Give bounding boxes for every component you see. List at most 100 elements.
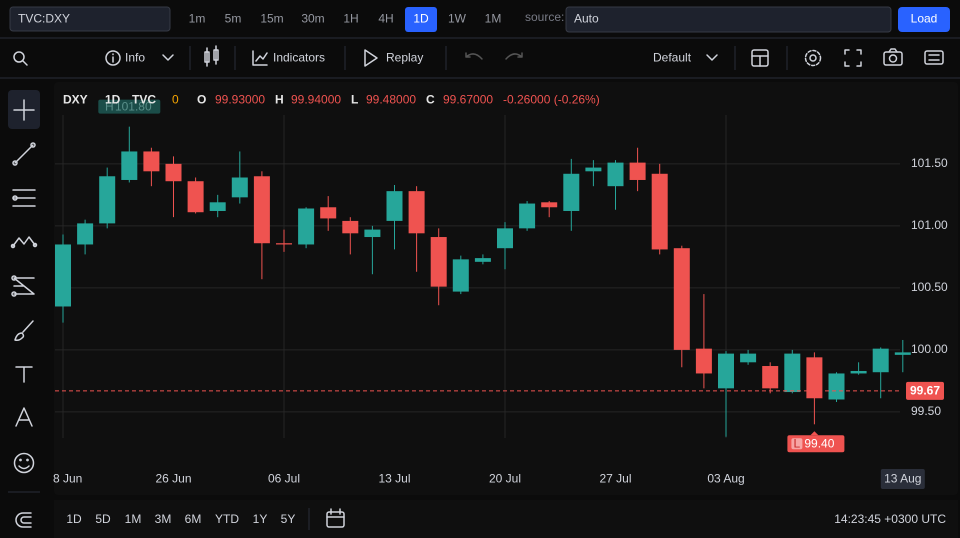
high-marker-label: 101.80 — [115, 99, 152, 113]
layout-text[interactable]: Default — [653, 51, 692, 65]
legend-o-label: O — [197, 93, 206, 107]
candle-body — [695, 348, 712, 374]
range-button[interactable]: 1D — [66, 512, 82, 526]
legend-exchange: TVC — [132, 93, 156, 107]
interval-button[interactable]: 1m — [189, 12, 206, 26]
legend-symbol: DXY — [63, 93, 88, 107]
interval-button[interactable]: 1H — [343, 12, 358, 26]
candle-body — [452, 259, 469, 292]
high-marker-prefix: H — [105, 99, 114, 113]
x-label-highlight — [880, 469, 925, 489]
interval-button[interactable]: 1W — [448, 12, 467, 26]
legend-interval: 1D — [105, 93, 121, 107]
candle-body — [430, 237, 447, 287]
redo-icon[interactable] — [505, 52, 523, 60]
info-icon[interactable] — [105, 50, 121, 66]
interval-active[interactable] — [405, 7, 437, 32]
chart-panel — [54, 82, 958, 495]
candle-body — [651, 173, 668, 250]
emoji-icon[interactable] — [13, 452, 35, 474]
crosshair-icon[interactable] — [13, 99, 35, 121]
range-button[interactable]: YTD — [215, 512, 239, 526]
low-marker-pointer — [810, 431, 819, 436]
info-text[interactable]: Info — [125, 51, 145, 65]
candle-body — [276, 243, 292, 245]
candle-body — [806, 357, 823, 399]
candle-body — [209, 202, 226, 211]
candle-body — [77, 223, 94, 245]
candle-body — [121, 151, 138, 180]
candle-body — [541, 202, 558, 208]
candle-body — [474, 258, 491, 262]
layout-icon[interactable] — [751, 49, 769, 67]
candle-body — [740, 353, 757, 363]
pattern-icon[interactable] — [10, 236, 38, 249]
forecast-icon[interactable] — [11, 275, 35, 297]
range-button[interactable]: 1M — [125, 512, 142, 526]
load-text: Load — [911, 12, 938, 26]
x-tick-label: 06 Jul — [268, 472, 300, 486]
candle-body — [231, 177, 248, 198]
fullscreen-icon[interactable] — [844, 49, 862, 67]
range-button[interactable]: 6M — [185, 512, 202, 526]
x-tick-label: 03 Aug — [707, 472, 744, 486]
clock: 14:23:45 +0300 UTC — [834, 512, 946, 526]
text-icon[interactable] — [15, 366, 33, 383]
candle-body — [718, 353, 734, 389]
candle-body — [519, 203, 536, 229]
magnet-icon[interactable] — [15, 512, 32, 528]
y-tick-label: 101.00 — [911, 218, 948, 232]
range-button[interactable]: 3M — [155, 512, 172, 526]
candle-type-icon[interactable] — [204, 45, 219, 67]
range-button[interactable]: 5Y — [281, 512, 296, 526]
low-marker-badge — [791, 438, 803, 450]
legend-l-label: L — [351, 93, 358, 107]
candle-body — [298, 208, 315, 245]
interval-button[interactable]: 1M — [485, 12, 502, 26]
trendline-icon[interactable] — [12, 142, 36, 166]
interval-button[interactable]: 15m — [260, 12, 283, 26]
annotation-icon[interactable] — [15, 407, 33, 427]
legend-change: -0.26000 (-0.26%) — [503, 93, 600, 107]
interval-button[interactable]: 5m — [225, 12, 242, 26]
candle-body — [364, 229, 381, 238]
candle-body — [253, 176, 270, 244]
interval-button[interactable]: 30m — [301, 12, 324, 26]
indicators-icon[interactable] — [252, 50, 268, 66]
interval-button[interactable]: 1D — [413, 12, 429, 26]
replay-icon[interactable] — [364, 49, 378, 67]
chevron-icon[interactable] — [162, 54, 174, 61]
candle-body — [585, 167, 602, 172]
x-tick-label: 20 Jul — [489, 472, 521, 486]
bottom-bar — [54, 500, 958, 538]
range-button[interactable]: 5D — [95, 512, 111, 526]
undo-icon[interactable] — [465, 52, 483, 60]
symbol-input[interactable] — [9, 6, 171, 32]
range-button[interactable]: 1Y — [253, 512, 268, 526]
candle-body — [386, 191, 403, 221]
camera-icon[interactable] — [883, 48, 903, 66]
keyboard-icon[interactable] — [924, 50, 944, 65]
interval-group: 1m 5m 15m 30m 1H 4H 1D 1W 1M — [189, 7, 502, 32]
interval-button[interactable]: 4H — [378, 12, 393, 26]
search-icon[interactable] — [13, 51, 28, 66]
calendar-icon[interactable] — [326, 508, 345, 528]
candle-body — [607, 162, 624, 187]
low-marker-prefix: L — [794, 436, 801, 450]
brush-icon[interactable] — [14, 320, 34, 341]
x-tick-label: 13 Jul — [378, 472, 410, 486]
source-input[interactable] — [565, 6, 892, 33]
chevron-icon[interactable] — [706, 54, 718, 61]
settings-icon[interactable] — [804, 49, 822, 67]
indicators-text[interactable]: Indicators — [273, 51, 325, 65]
fib-icon[interactable] — [12, 189, 36, 207]
legend-close: 99.67000 — [443, 93, 493, 107]
candle-body — [762, 366, 779, 389]
legend-high: 99.94000 — [291, 93, 341, 107]
replay-text[interactable]: Replay — [386, 51, 423, 65]
load-button[interactable] — [898, 7, 950, 32]
candle-body — [563, 173, 580, 211]
candle-body — [629, 162, 646, 180]
